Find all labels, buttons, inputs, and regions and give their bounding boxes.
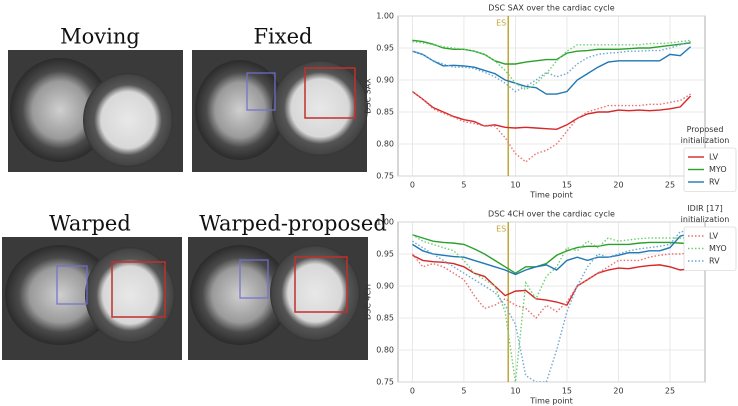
x-tick-label: 0 — [410, 181, 415, 190]
image-label: Warped — [49, 212, 131, 236]
y-tick-label: 0.90 — [376, 282, 394, 291]
series-line — [412, 232, 691, 276]
x-tick-label: 5 — [461, 387, 466, 396]
series-line — [411, 252, 691, 320]
plot-area — [397, 15, 706, 177]
annotation-text: ES — [496, 225, 506, 234]
y-tick-label: 1.00 — [376, 12, 394, 21]
y-tick-label: 0.95 — [376, 250, 394, 259]
y-tick-label: 0.85 — [376, 314, 394, 323]
y-axis-label: DSC 4CH — [364, 284, 373, 320]
legend-label: MYO — [709, 244, 727, 253]
image-warped-proposed — [188, 237, 368, 360]
legend-box — [683, 147, 737, 192]
y-tick-label: 0.90 — [376, 76, 394, 85]
x-axis-label: Time point — [529, 397, 573, 406]
y-tick-label: 1.00 — [376, 218, 394, 227]
image-warped — [2, 237, 182, 360]
chart-title: DSC SAX over the cardiac cycle — [488, 4, 614, 13]
plot-area — [397, 221, 706, 383]
x-tick-label: 15 — [562, 387, 572, 396]
series-line — [412, 234, 691, 275]
x-tick-label: 0 — [410, 387, 415, 396]
legend-label: RV — [709, 257, 720, 266]
legend-title: Proposed initialization — [680, 125, 730, 145]
series-line — [412, 40, 691, 93]
legend-label: LV — [709, 153, 719, 162]
y-axis-label: DSC SAX — [364, 78, 373, 114]
image-label: Fixed — [253, 25, 312, 49]
x-tick-label: 20 — [613, 181, 623, 190]
image-label: Moving — [60, 25, 140, 49]
legend-box — [683, 226, 737, 271]
image-label: Warped-proposed — [199, 212, 387, 236]
y-tick-label: 0.95 — [376, 44, 394, 53]
series-line — [412, 254, 691, 307]
x-tick-label: 10 — [510, 181, 520, 190]
x-tick-label: 25 — [665, 181, 675, 190]
legend-label: MYO — [709, 165, 727, 174]
series-line — [412, 90, 692, 130]
x-axis-label: Time point — [529, 191, 573, 200]
image-moving — [8, 50, 183, 172]
legend-title: IDIR [17] initialization — [680, 204, 730, 224]
y-tick-label: 0.80 — [376, 140, 394, 149]
x-tick-label: 20 — [613, 387, 623, 396]
x-tick-label: 15 — [562, 181, 572, 190]
x-tick-label: 10 — [510, 387, 520, 396]
y-tick-label: 0.85 — [376, 108, 394, 117]
x-tick-label: 5 — [461, 181, 466, 190]
y-tick-label: 0.80 — [376, 346, 394, 355]
chart-title: DSC 4CH over the cardiac cycle — [488, 210, 615, 219]
y-tick-label: 0.75 — [376, 378, 394, 387]
image-fixed — [192, 50, 368, 172]
legend-label: LV — [709, 232, 719, 241]
annotation-text: ES — [496, 19, 506, 28]
series-line — [412, 39, 691, 91]
series-line — [412, 46, 692, 95]
x-tick-label: 25 — [665, 387, 675, 396]
legend-label: RV — [709, 178, 720, 187]
y-tick-label: 0.75 — [376, 172, 394, 181]
